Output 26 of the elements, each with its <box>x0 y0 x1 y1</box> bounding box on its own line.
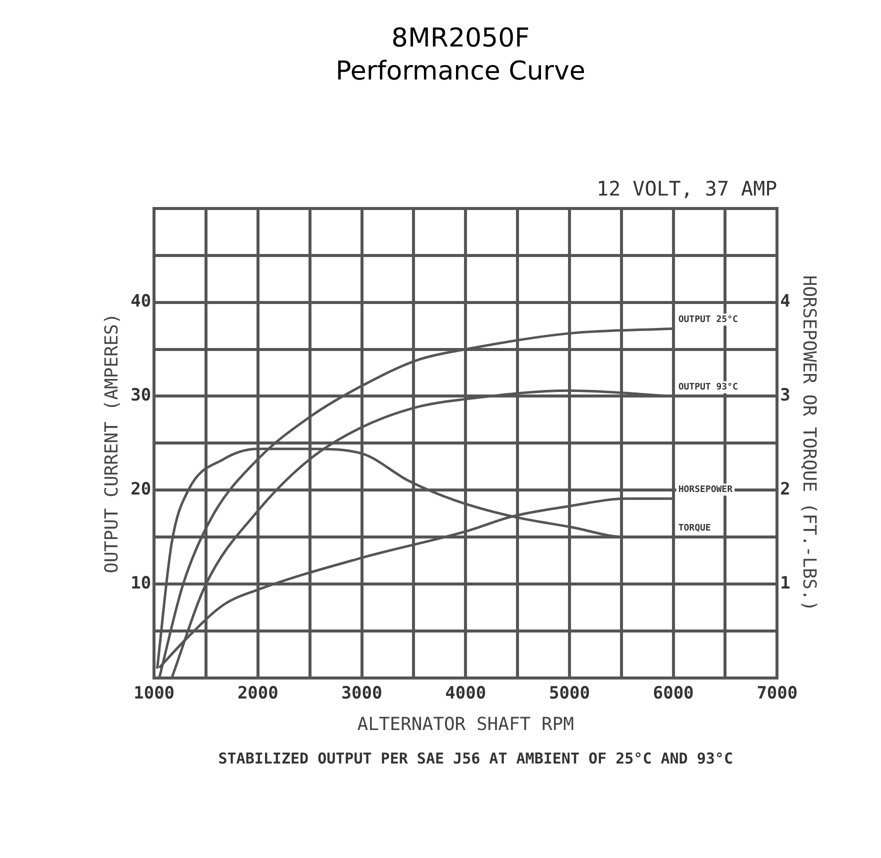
x-tick-label: 5000 <box>548 684 590 704</box>
chart-subtitle: Performance Curve <box>336 56 586 87</box>
y2-axis-title: HORSEPOWER OR TORQUE (FT.-LBS.) <box>798 275 820 612</box>
series-label: TORQUE <box>678 523 711 534</box>
series-label: HORSEPOWER <box>678 484 734 495</box>
series-label: OUTPUT 93°C <box>678 382 738 393</box>
y2-tick-label: 4 <box>780 292 790 312</box>
series-label: OUTPUT 25°C <box>678 314 738 325</box>
x-axis-title: ALTERNATOR SHAFT RPM <box>357 714 574 735</box>
x-tick-label: 2000 <box>237 684 278 704</box>
text: STABILIZED OUTPUT PER SAE J56 AT AMBIENT OF 25°C AND 93°C <box>218 749 733 768</box>
text: 12 VOLT, 37 AMP <box>596 176 778 201</box>
y-tick-label: 40 <box>130 292 152 312</box>
y2-tick-label: 1 <box>780 574 790 594</box>
x-tick-label: 1000 <box>134 684 175 704</box>
y-axis-title: OUTPUT CURRENT (AMPERES) <box>101 313 122 574</box>
x-tick-label: 3000 <box>341 684 382 704</box>
y-tick-label: 30 <box>130 386 152 406</box>
chart-title: 8MR2050F <box>391 23 530 54</box>
y2-tick-label: 3 <box>780 386 790 406</box>
x-tick-label: 7000 <box>756 684 798 704</box>
x-tick-label: 4000 <box>445 684 486 704</box>
y2-tick-label: 2 <box>780 480 790 500</box>
y-tick-label: 10 <box>130 574 152 594</box>
x-tick-label: 6000 <box>652 684 694 704</box>
y-tick-label: 20 <box>130 480 152 500</box>
